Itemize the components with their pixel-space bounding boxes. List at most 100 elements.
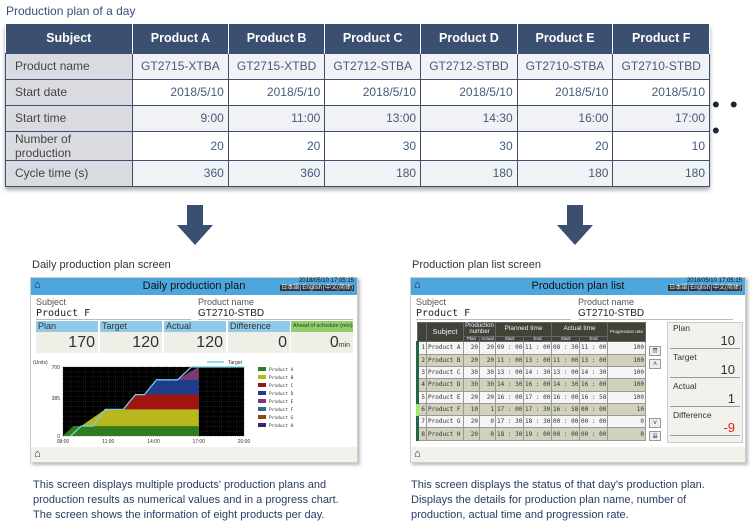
legend-label: Product D (269, 391, 294, 397)
language-button[interactable]: 日本語 (280, 285, 301, 291)
table-cell: 20 (463, 427, 480, 441)
table-cell: 100 (607, 378, 647, 392)
table-cell: 20 (132, 130, 229, 161)
table-cell: 2018/5/10 (227, 78, 326, 106)
column-header: Subject (5, 24, 133, 53)
legend-label: Product G (269, 415, 294, 421)
table-cell: 30 (478, 365, 497, 380)
y-tick-label: 385 (52, 396, 61, 402)
table-cell: 5 (416, 390, 427, 404)
summary-label: Difference (673, 410, 712, 420)
bottom-bar: ⌂ (31, 447, 357, 462)
table-row[interactable]: 1 Product A 20 20 09 : 00 11 : 00 08 : 30 11 : … (416, 341, 647, 355)
summary-panel: Plan 10 Target 10 Actual 1 Difference -9 (667, 322, 743, 443)
table-cell: 100 (607, 353, 647, 367)
legend-swatch (258, 383, 266, 387)
kpi-difference: Difference 0 (228, 321, 290, 353)
table-cell: 17 : 00 (523, 390, 553, 404)
production-plan-table: Subject Product A Product B Product C Produc… (5, 24, 710, 187)
table-cell: 0 (607, 415, 647, 429)
legend-swatch (258, 375, 266, 379)
legend-label: Product H (269, 423, 294, 429)
table-cell: 180 (612, 159, 710, 187)
table-cell: 16 : 00 (495, 390, 525, 404)
datetime: 2018/05/10 17:05:15 (298, 278, 354, 284)
kpi-label: Difference (228, 321, 290, 332)
table-cell: 17 : 00 (495, 402, 525, 417)
daily-production-screen: Daily production plan ⌂ 2018/05/10 17:05… (30, 277, 358, 463)
table-row[interactable]: 3 Product C 30 30 13 : 00 14 : 30 13 : 00 14 : … (416, 365, 647, 380)
table-cell: 100 (607, 390, 647, 404)
table-cell: 00 : 00 (579, 415, 609, 429)
table-cell: 6 (416, 402, 427, 417)
table-cell: 16 : 00 (523, 378, 553, 392)
summary-value: -9 (670, 420, 740, 436)
subject-label: Subject (36, 297, 67, 307)
legend-label: Product A (269, 367, 294, 373)
table-cell: 00 : 00 (579, 402, 609, 417)
table-row[interactable]: 7 Product G 20 0 17 : 30 18 : 30 00 : 00 00 : 0… (416, 415, 647, 429)
table-cell: GT2715-XTBD (227, 52, 326, 80)
table-row[interactable]: 2 Product B 20 20 11 : 00 13 : 00 11 : 00 13 : … (416, 353, 647, 367)
table-cell: 00 : 00 (551, 427, 581, 441)
table-cell: 17:00 (612, 104, 710, 132)
table-cell: GT2712-STBD (420, 52, 518, 80)
table-cell: 9:00 (132, 104, 229, 132)
table-cell: 13 : 00 (579, 353, 609, 367)
table-cell: 2018/5/10 (132, 78, 229, 106)
table-cell: 14 : 30 (579, 365, 609, 380)
summary-label: Target (673, 352, 697, 362)
description-line: This screen displays the status of that … (411, 479, 705, 491)
table-cell: 19 : 00 (523, 427, 553, 441)
table-row[interactable]: 5 Product E 20 20 16 : 00 17 : 00 16 : 00 16 : … (416, 390, 647, 404)
table-cell: Product D (426, 378, 464, 392)
language-button[interactable]: 日本語 (668, 285, 689, 291)
table-cell: 00 : 00 (551, 415, 581, 429)
row-label: Start time (5, 104, 133, 132)
language-button[interactable]: 中文(简体) (324, 285, 354, 291)
table-cell: 360 (227, 159, 326, 187)
table-cell: 30 (478, 378, 497, 392)
scroll-up-button[interactable]: ˄ (649, 359, 661, 369)
table-cell: 20 (463, 341, 480, 355)
language-button[interactable]: 中文(简体) (712, 285, 742, 291)
scroll-down-button[interactable]: ˅ (649, 418, 661, 428)
plan-list-table: Subject Production number Planned time Actu… (416, 321, 647, 441)
table-cell: 2 (416, 353, 427, 367)
table-cell: 11:00 (227, 104, 326, 132)
home-icon[interactable]: ⌂ (34, 448, 41, 460)
description-line: This screen displays multiple products' … (33, 479, 327, 491)
table-row[interactable]: 6 Product F 10 1 17 : 00 17 : 30 16 : 58 00 : 0… (416, 402, 647, 417)
table-cell: 11 : 00 (551, 353, 581, 367)
home-icon[interactable]: ⌂ (34, 279, 41, 291)
page-up-first-button[interactable]: ⇈ (649, 346, 661, 356)
row-label: Cycle time (s) (5, 159, 133, 187)
table-row[interactable]: 8 Product H 20 0 18 : 30 19 : 00 00 : 00 00 : 0… (416, 427, 647, 441)
table-cell: GT2715-XTBA (132, 52, 229, 80)
language-button[interactable]: English (689, 285, 711, 291)
description-line: Displays the details for production plan… (411, 494, 687, 506)
screen-title: Daily production plan (142, 280, 246, 292)
language-button[interactable]: English (301, 285, 323, 291)
table-row: Cycle time (s) 360 360 180 180 180 180 (5, 159, 710, 187)
kpi-label: Plan (36, 321, 98, 332)
legend-swatch (258, 367, 266, 371)
legend-swatch (258, 399, 266, 403)
table-cell: 10 (612, 130, 710, 161)
home-icon[interactable]: ⌂ (414, 448, 421, 460)
table-cell: 30 (420, 130, 518, 161)
table-cell: 2018/5/10 (612, 78, 710, 106)
table-cell: 100 (607, 365, 647, 380)
table-cell: 30 (463, 365, 480, 380)
table-row[interactable]: 4 Product D 30 30 14 : 30 16 : 00 14 : 30 16 : … (416, 378, 647, 392)
page-down-last-button[interactable]: ⇊ (649, 431, 661, 441)
home-icon[interactable]: ⌂ (414, 279, 421, 291)
table-cell: 16 : 58 (551, 402, 581, 417)
table-cell: 20 (463, 390, 480, 404)
description-line: production, actual time and progression … (411, 509, 629, 521)
description-line: production results as numerical values a… (33, 494, 339, 506)
table-cell: 1 (416, 341, 427, 355)
table-cell: 16 : 00 (579, 378, 609, 392)
summary-label: Plan (673, 323, 691, 333)
table-cell: 20 (463, 415, 480, 429)
